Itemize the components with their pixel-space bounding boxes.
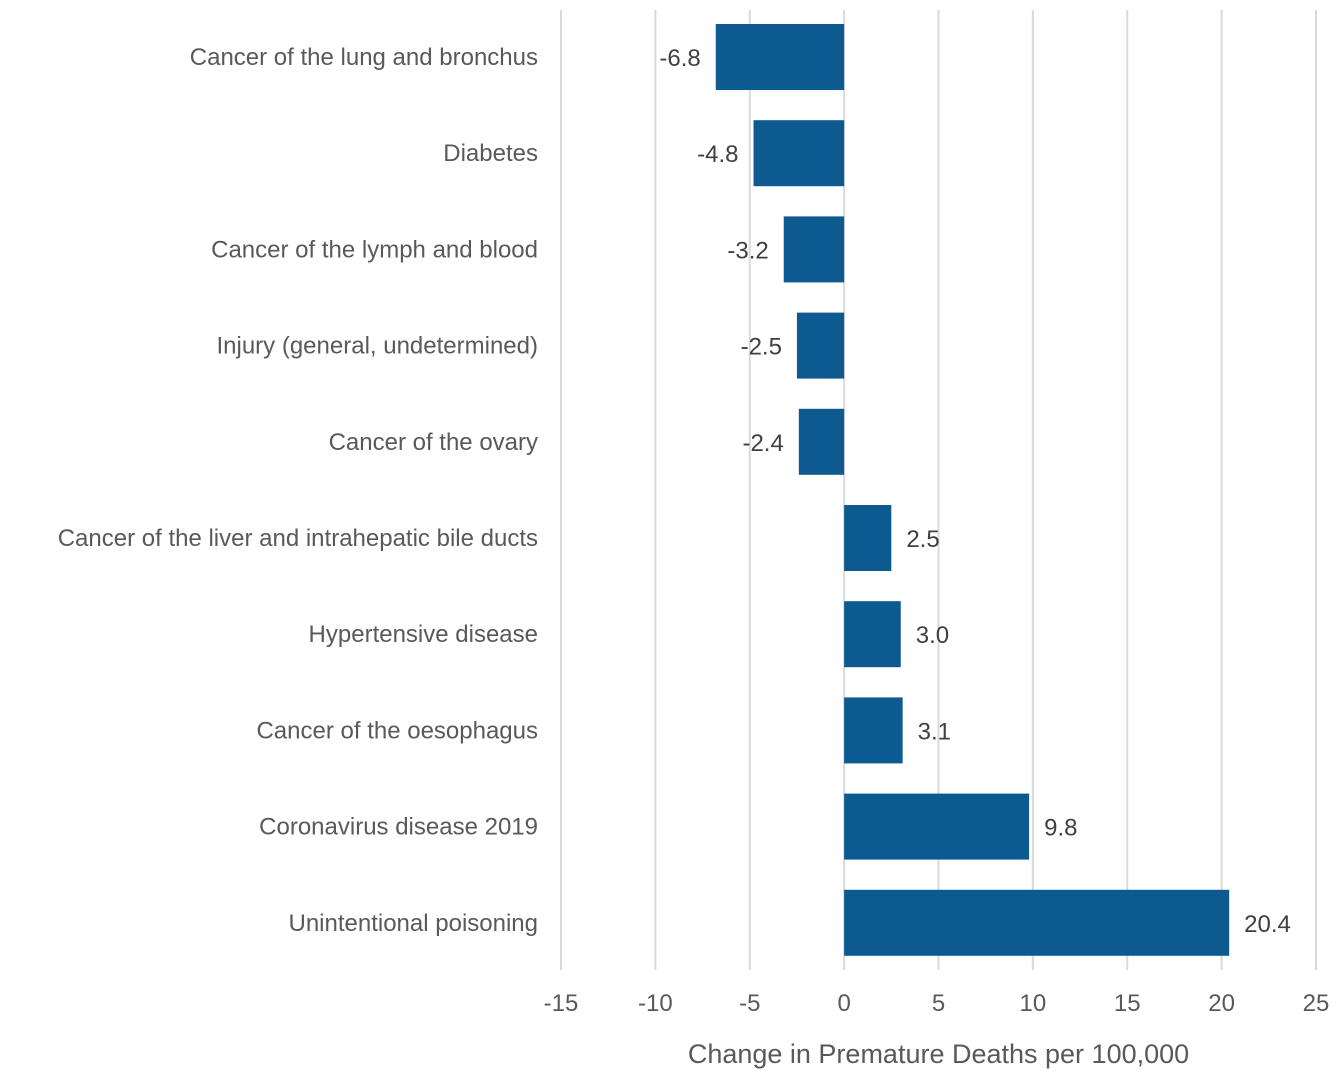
x-tick-label: 5 [932, 990, 945, 1017]
bar [753, 120, 845, 187]
value-label: 20.4 [1244, 911, 1291, 938]
bar [783, 216, 845, 283]
bar [844, 697, 903, 764]
x-tick-label: -15 [544, 990, 579, 1017]
value-label: 9.8 [1044, 815, 1077, 842]
category-label: Unintentional poisoning [288, 910, 538, 937]
category-label: Cancer of the oesophagus [256, 717, 538, 744]
value-label: -6.8 [659, 45, 700, 72]
value-label: -2.4 [742, 430, 783, 457]
category-label: Diabetes [443, 140, 538, 167]
category-label: Cancer of the lung and bronchus [190, 44, 538, 71]
x-tick-labels: -15 -10 -5 0 5 10 15 20 25 [544, 990, 1330, 1017]
value-label: 3.1 [918, 718, 951, 745]
x-tick-label: 10 [1020, 990, 1047, 1017]
bar [798, 408, 845, 475]
value-label: 2.5 [906, 526, 939, 553]
category-label: Cancer of the liver and intrahepatic bil… [58, 525, 538, 552]
x-tick-label: 15 [1114, 990, 1141, 1017]
category-label: Cancer of the lymph and blood [211, 236, 538, 263]
category-label: Coronavirus disease 2019 [259, 814, 538, 841]
x-tick-label: 20 [1208, 990, 1235, 1017]
category-labels: Cancer of the lung and bronchus Diabetes C… [58, 44, 538, 937]
x-axis-title: Change in Premature Deaths per 100,000 [688, 1039, 1189, 1069]
bar [844, 601, 901, 668]
bar [844, 793, 1030, 860]
bar [796, 312, 845, 379]
value-label: -4.8 [697, 141, 738, 168]
category-label: Injury (general, undetermined) [216, 333, 538, 360]
value-label: 3.0 [916, 622, 949, 649]
bar [715, 24, 845, 90]
value-label: -3.2 [727, 237, 768, 264]
bar [844, 505, 892, 571]
bars [715, 24, 1230, 956]
x-tick-label: 25 [1303, 990, 1330, 1017]
x-tick-label: -5 [739, 990, 760, 1017]
x-tick-label: 0 [837, 990, 850, 1017]
category-label: Hypertensive disease [309, 621, 538, 648]
category-label: Cancer of the ovary [329, 429, 538, 456]
bar [844, 889, 1230, 956]
value-labels: -6.8 -4.8 -3.2 -2.5 -2.4 2.5 3.0 3.1 9.8 20.4 [659, 45, 1290, 938]
x-tick-label: -10 [638, 990, 673, 1017]
value-label: -2.5 [741, 334, 782, 361]
